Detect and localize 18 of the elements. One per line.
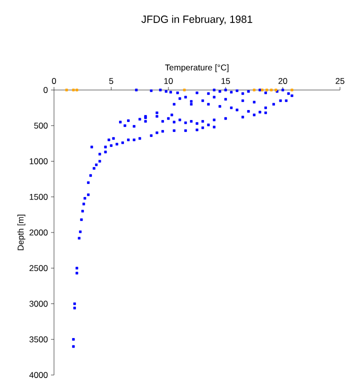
x-tick-label: 20	[278, 78, 288, 84]
y-tick-label: 2500	[30, 265, 48, 272]
chart-title: JFDG in February, 1981	[141, 15, 252, 26]
y-tick-label: 4000	[29, 372, 48, 378]
x-tick-label: 10	[164, 78, 173, 84]
x-tick-label: 5	[109, 78, 114, 84]
y-axis-title: Depth [m]	[17, 214, 26, 250]
x-tick-label: 25	[336, 78, 344, 84]
x-tick-label: 0	[52, 78, 56, 84]
y-tick-label: 2000	[30, 230, 48, 236]
y-tick-label: 0	[44, 87, 48, 93]
y-tick-label: 3000	[29, 300, 48, 307]
x-axis-title: Temperature [°C]	[165, 64, 228, 72]
y-tick-label: 500	[34, 122, 48, 129]
x-tick-label: 15	[222, 78, 230, 84]
y-tick-label: 3500	[29, 336, 48, 342]
y-tick-label: 1000	[30, 158, 48, 164]
y-tick-label: 1500	[30, 194, 48, 200]
